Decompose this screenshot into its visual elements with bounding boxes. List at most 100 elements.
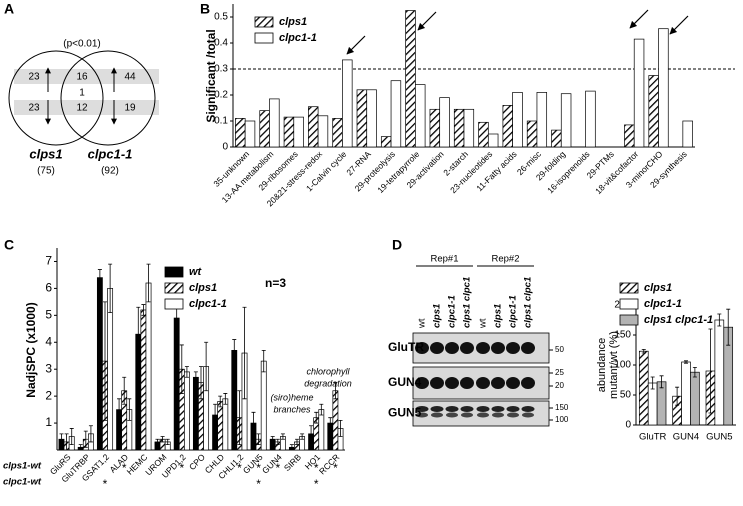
significance-label: clpc1-wt [3, 477, 42, 488]
bar [439, 97, 450, 148]
error-bar [103, 301, 107, 421]
band [491, 377, 505, 389]
error-bar [69, 428, 74, 446]
significance-mark: * [256, 477, 261, 491]
legend-label: clps1 [279, 16, 307, 28]
significance-mark: * [179, 461, 184, 475]
error-bar [223, 393, 228, 405]
bar [140, 309, 147, 451]
bar [682, 120, 693, 148]
band [506, 377, 520, 389]
x-tick-label: GUN4 [673, 432, 699, 443]
bar [690, 371, 700, 426]
annotation: (siro)heme [270, 392, 313, 402]
bar [551, 129, 562, 148]
band [461, 412, 473, 418]
error-bar [309, 425, 314, 443]
error-bar [160, 436, 165, 443]
x-tick-label: SIRB [282, 452, 303, 473]
bar [293, 116, 304, 148]
bar [648, 75, 659, 148]
bar [656, 381, 667, 426]
error-bar [218, 395, 223, 408]
legend-label: clpc1-1 [279, 32, 317, 44]
legend-swatch [619, 298, 639, 310]
legend-swatch [254, 16, 274, 28]
legend-swatch [164, 282, 184, 294]
bar [332, 390, 339, 451]
band [491, 342, 505, 354]
legend-label: clpc1-1 [189, 298, 227, 310]
band [477, 412, 489, 418]
y-tick-label: 50 [620, 390, 632, 401]
error-bar [675, 386, 680, 406]
bar [638, 350, 649, 426]
bar [624, 124, 635, 148]
set-circle [60, 50, 156, 146]
error-bar [127, 398, 132, 421]
bar [526, 120, 538, 148]
set-total: (92) [101, 166, 119, 177]
significance-mark: * [314, 477, 319, 491]
y-tick-label: 0.5 [214, 12, 228, 23]
error-bar [251, 411, 256, 435]
error-bar [328, 417, 333, 429]
error-bar [146, 263, 151, 303]
region-count: 12 [76, 103, 88, 114]
band [430, 377, 444, 389]
y-axis-title: abundance [596, 338, 608, 392]
region-count: 23 [28, 103, 40, 114]
lane-label: wt [478, 318, 489, 329]
bar [260, 360, 267, 451]
bar [390, 80, 402, 148]
region-count: 16 [76, 72, 88, 83]
bar [560, 93, 572, 148]
error-bar [338, 419, 343, 437]
bar [585, 90, 596, 148]
significance-label: clps1-wt [3, 461, 42, 472]
error-bar [692, 367, 697, 378]
row-label: GUN4 [388, 375, 422, 389]
legend-swatch [619, 282, 639, 294]
error-bar [256, 433, 261, 446]
y-tick-label: 4 [45, 334, 52, 348]
band [430, 342, 444, 354]
x-tick-label: GUN5 [241, 452, 265, 476]
lane-label: wt [417, 318, 428, 329]
bar [96, 277, 103, 451]
bar [366, 89, 377, 148]
band [460, 342, 474, 354]
y-tick-label: 6 [45, 281, 52, 295]
error-bar [193, 371, 198, 384]
x-tick-label: GluTR [639, 432, 667, 443]
bar [332, 118, 343, 148]
band [446, 412, 458, 418]
band [476, 406, 490, 412]
bar [658, 28, 669, 148]
band [431, 412, 443, 418]
band [460, 406, 474, 412]
error-bar [280, 433, 285, 440]
y-axis-title: mutant/wt (%) [608, 331, 620, 399]
bar [173, 317, 180, 451]
legend-label: clps1 [644, 282, 672, 294]
x-tick-label: GUN5 [706, 432, 732, 443]
bar [269, 98, 280, 148]
y-axis-title: Significant /total [204, 29, 218, 122]
legend-swatch [164, 298, 184, 310]
bar [478, 121, 489, 148]
error-bar [204, 341, 209, 392]
error-bar [708, 328, 713, 414]
marker-label: 100 [555, 415, 569, 424]
band [476, 377, 490, 389]
bar [283, 116, 295, 148]
bar [380, 136, 392, 148]
bar [502, 105, 513, 148]
region-count: 1 [79, 88, 85, 99]
arrow [629, 9, 649, 29]
bar [415, 84, 426, 148]
lane-label: clps1 clpc1 [462, 277, 473, 328]
error-bar [261, 349, 266, 373]
error-bar [270, 436, 275, 443]
panel-label: C [4, 237, 14, 253]
